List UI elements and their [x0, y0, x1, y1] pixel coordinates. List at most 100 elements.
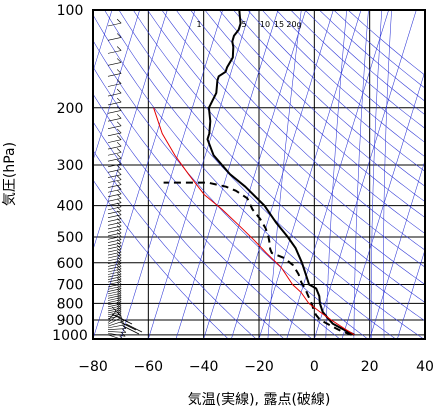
wind-barb [107, 128, 122, 137]
isotherm-line [93, 10, 168, 251]
wind-barb [107, 148, 122, 156]
wind-barb [107, 332, 126, 337]
mixing-ratio-label: 10 [260, 20, 270, 29]
wind-barb [107, 154, 122, 162]
isotherm-line [369, 159, 425, 339]
wind-barb [107, 46, 122, 54]
wind-barb [107, 135, 122, 143]
dry-adiabat-line [290, 10, 425, 129]
dry-adiabat-line [118, 10, 425, 322]
isotherm-line [120, 10, 223, 339]
isotherm-line [93, 10, 140, 162]
dry-adiabat-line [204, 10, 425, 218]
wind-barb [107, 235, 122, 243]
wind-barb [119, 321, 137, 331]
wind-barb [107, 221, 122, 230]
wind-barb [107, 175, 122, 183]
wind-barb [107, 232, 122, 240]
wind-barb [107, 18, 122, 27]
y-tick-label: 1000 [52, 328, 88, 344]
mixing-ratio-label: 5 [241, 20, 246, 29]
wind-barb [107, 272, 122, 280]
wind-barb [107, 241, 122, 250]
x-axis-title: 気温(実線), 露点(破線) [188, 392, 331, 408]
isotherm-line [203, 10, 306, 339]
dry-adiabat-line [347, 10, 425, 76]
y-tick-label: 900 [57, 313, 84, 329]
wind-barb [107, 58, 122, 66]
mixing-ratio-line [383, 10, 392, 339]
wind-barb [107, 328, 127, 333]
mixing-ratio-line [267, 10, 302, 339]
dry-adiabat-line [233, 10, 425, 187]
dry-adiabat-line [190, 10, 425, 234]
mixing-ratio-label: 1 [196, 20, 201, 29]
wind-barb [107, 159, 122, 168]
wind-barb [107, 274, 122, 283]
wind-barb [108, 10, 110, 11]
x-tick-label: −60 [134, 359, 164, 375]
mixing-ratio-labels: 1 5 10 15 20g [196, 20, 301, 29]
isotherm-line [93, 10, 113, 73]
wind-barb [107, 313, 122, 325]
dry-adiabat-line [93, 121, 285, 339]
x-tick-label: −20 [244, 359, 274, 375]
wind-barb [107, 180, 122, 188]
isotherm-line [314, 10, 417, 339]
wind-barb [107, 97, 122, 106]
y-axis-title: 気圧(hPa) [2, 142, 18, 206]
wind-barb [107, 69, 122, 77]
dry-adiabat-line [261, 10, 425, 158]
wind-barb [107, 121, 122, 130]
series-layer [153, 10, 355, 336]
wind-barb [107, 250, 122, 259]
wind-barb [107, 33, 122, 41]
isotherm-line [175, 10, 279, 339]
wind-barb [111, 313, 129, 323]
isotherm-line [424, 338, 425, 339]
isotherm-line [148, 10, 251, 339]
wind-barb [122, 325, 140, 335]
y-tick-label: 800 [57, 296, 84, 312]
dry-adiabat-line [319, 10, 425, 102]
y-tick-label: 100 [57, 3, 84, 19]
dry-adiabat-line [175, 10, 425, 251]
y-tick-label: 500 [57, 230, 84, 246]
wind-barb [107, 194, 122, 202]
y-tick-label: 300 [57, 158, 84, 174]
dry-adiabat-line [218, 10, 425, 203]
dry-adiabat-line [93, 66, 341, 339]
wind-barb [107, 256, 122, 264]
wind-barb [107, 320, 126, 329]
wind-barb [107, 141, 122, 150]
x-tick-label: 40 [416, 359, 434, 375]
dry-adiabat-line [276, 10, 425, 143]
dry-adiabat-line [104, 10, 424, 339]
grid [92, 9, 426, 339]
wind-barb [125, 323, 143, 333]
wind-barb [107, 165, 122, 173]
mixing-ratio-line [370, 10, 383, 339]
parcel-path-line [153, 107, 355, 336]
isotherm-line [286, 10, 389, 339]
wind-barb [107, 114, 122, 122]
temperature-line [206, 10, 355, 336]
dry-adiabat-line [247, 10, 425, 172]
dry-adiabat-line [93, 149, 257, 339]
y-tick-label: 200 [57, 101, 84, 117]
wind-barb [107, 79, 122, 87]
wind-barb [107, 244, 122, 253]
x-tick-label: 20 [361, 359, 379, 375]
wind-barb [107, 106, 122, 114]
plot-frame [92, 9, 426, 340]
mixing-ratio-line [353, 10, 369, 339]
wind-barb [107, 253, 122, 262]
mixing-ratio-label: 20g [286, 20, 301, 29]
mixing-ratio-label: 15 [274, 20, 284, 29]
isotherm-line [258, 10, 362, 339]
wind-barb [107, 247, 122, 256]
x-tick-label: 0 [310, 359, 319, 375]
wind-barb [107, 218, 122, 226]
